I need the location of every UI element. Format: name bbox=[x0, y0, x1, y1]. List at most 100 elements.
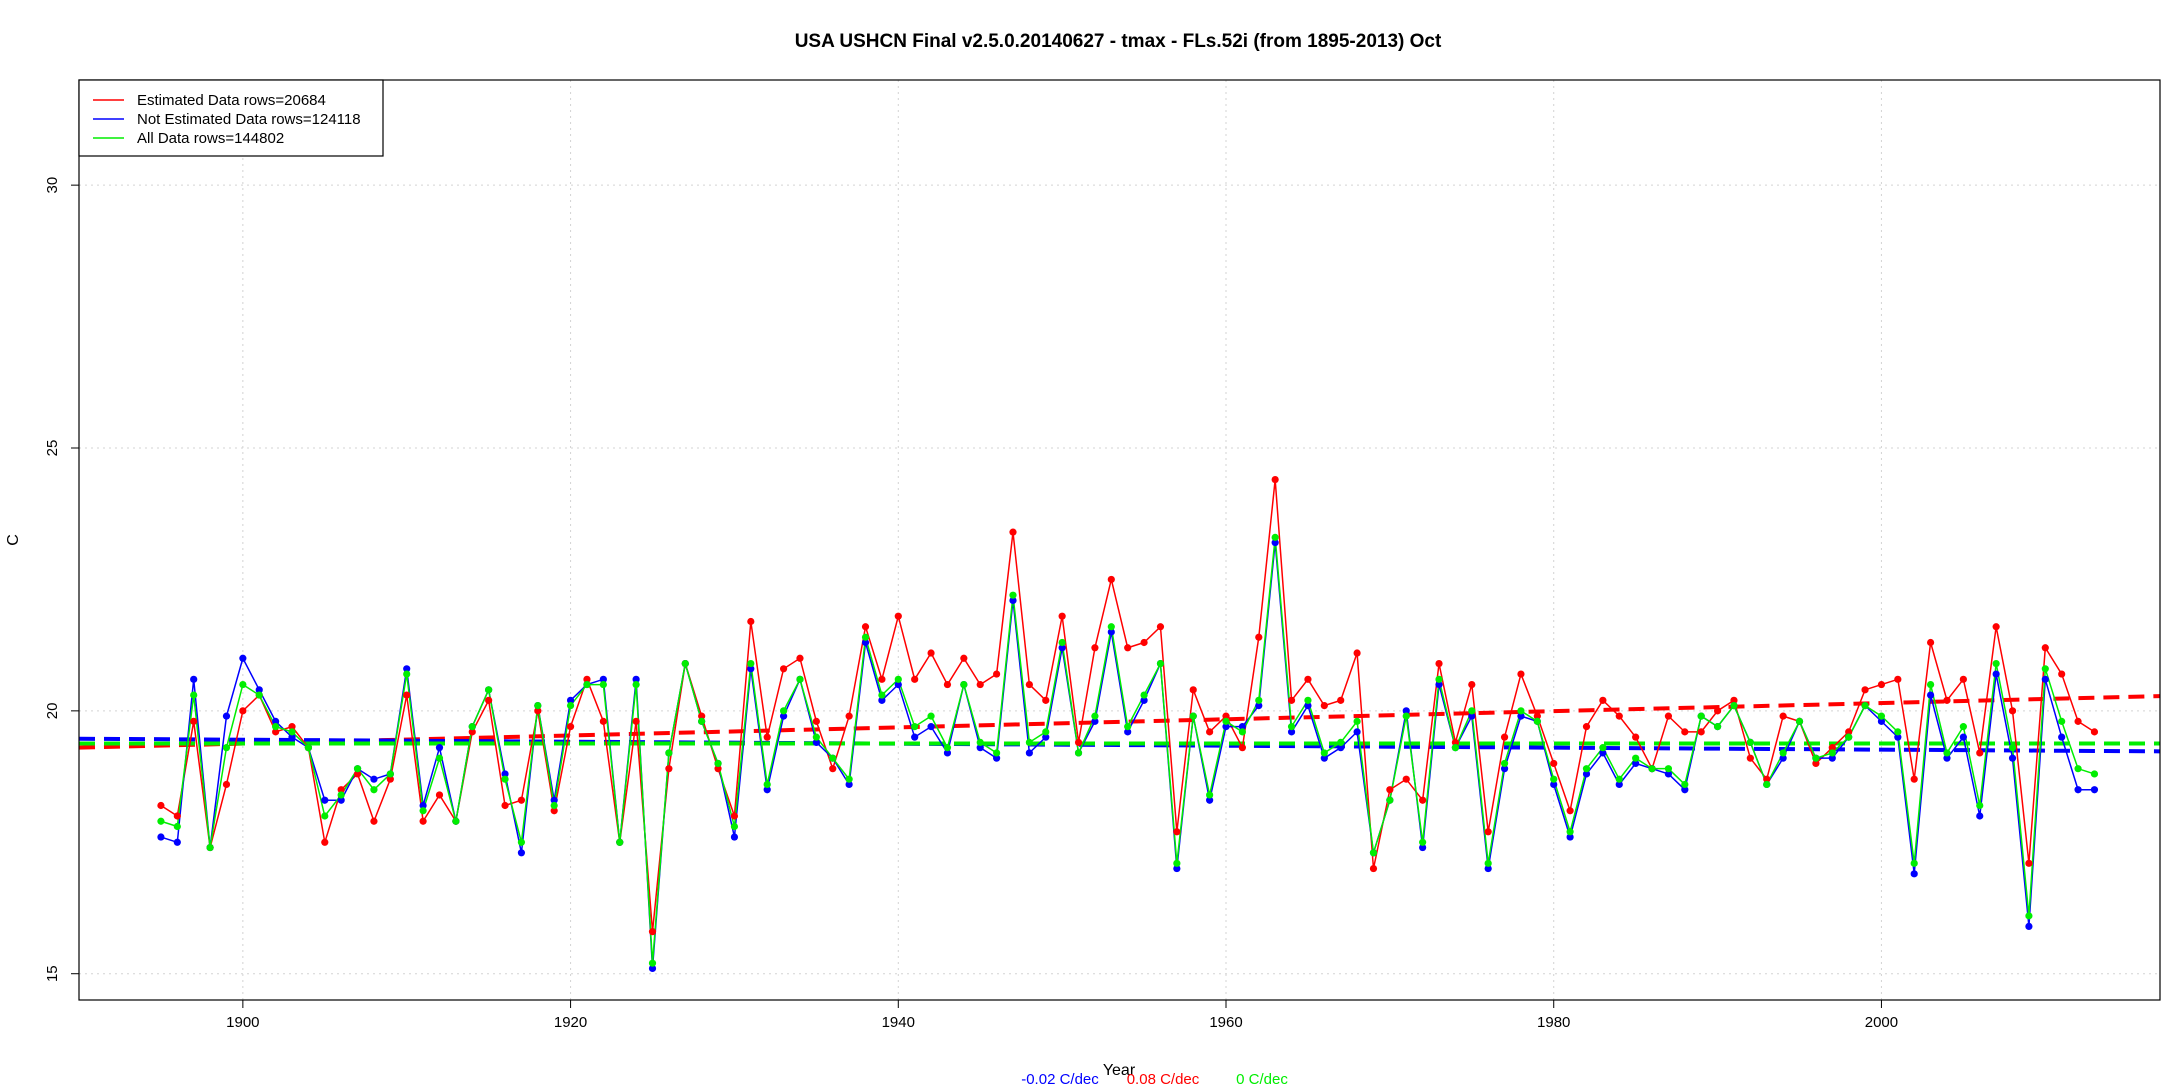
data-point bbox=[976, 738, 984, 747]
data-point bbox=[976, 744, 984, 752]
data-point bbox=[1566, 833, 1574, 841]
data-point bbox=[288, 733, 296, 741]
data-point bbox=[829, 765, 837, 773]
data-point bbox=[501, 770, 509, 778]
data-point bbox=[1124, 728, 1132, 736]
data-point bbox=[1894, 728, 1902, 736]
data-point bbox=[1222, 723, 1230, 731]
data-point bbox=[1484, 859, 1492, 867]
x-tick-label: 1980 bbox=[1537, 1014, 1570, 1031]
data-point bbox=[550, 801, 558, 810]
data-point bbox=[1566, 807, 1574, 815]
trend-label: 0.08 C/dec bbox=[1127, 1071, 1200, 1087]
data-point bbox=[1419, 838, 1427, 846]
data-point bbox=[1599, 696, 1607, 704]
data-point bbox=[157, 817, 165, 825]
data-point bbox=[1337, 738, 1345, 747]
data-point bbox=[1992, 670, 2000, 678]
data-point bbox=[517, 849, 526, 857]
data-point bbox=[632, 680, 640, 689]
data-point bbox=[1533, 712, 1541, 720]
data-point bbox=[1697, 728, 1705, 736]
data-point bbox=[1468, 712, 1476, 720]
data-point bbox=[1484, 864, 1492, 873]
data-point bbox=[861, 638, 870, 647]
data-point bbox=[1500, 733, 1509, 741]
data-point bbox=[1107, 575, 1115, 584]
data-point bbox=[1713, 723, 1722, 731]
data-point bbox=[2041, 644, 2049, 652]
data-point bbox=[1320, 749, 1328, 757]
data-point bbox=[747, 665, 755, 673]
data-point bbox=[2025, 912, 2033, 920]
data-point bbox=[730, 812, 739, 820]
data-point bbox=[1173, 864, 1181, 873]
data-point bbox=[1828, 749, 1836, 757]
data-point bbox=[190, 675, 198, 683]
data-point bbox=[272, 728, 280, 736]
data-point bbox=[534, 702, 542, 710]
data-point bbox=[648, 959, 657, 967]
data-point bbox=[2025, 859, 2033, 867]
data-point bbox=[1353, 717, 1361, 725]
data-point bbox=[255, 686, 263, 694]
data-point bbox=[190, 691, 198, 699]
data-point bbox=[648, 964, 657, 973]
data-point bbox=[1976, 801, 1984, 810]
data-point bbox=[1812, 759, 1820, 768]
data-point bbox=[157, 833, 165, 841]
data-point bbox=[1730, 702, 1738, 710]
data-point bbox=[632, 675, 640, 683]
data-point bbox=[272, 717, 280, 725]
data-point bbox=[1599, 744, 1607, 752]
data-point bbox=[1484, 828, 1492, 836]
trend-line bbox=[78, 694, 2161, 750]
data-point bbox=[763, 786, 771, 794]
data-point bbox=[1156, 659, 1165, 668]
data-point bbox=[239, 680, 247, 689]
data-point bbox=[435, 744, 444, 752]
data-point bbox=[353, 770, 362, 778]
data-point bbox=[517, 838, 526, 846]
data-point bbox=[2008, 707, 2017, 715]
data-point bbox=[1664, 765, 1673, 773]
data-point bbox=[599, 680, 607, 689]
data-point bbox=[796, 675, 804, 683]
trend-label: 0 C/dec bbox=[1236, 1071, 1288, 1087]
data-point bbox=[911, 675, 919, 683]
data-point bbox=[1435, 675, 1443, 683]
data-point bbox=[1517, 712, 1525, 720]
data-point bbox=[1091, 717, 1099, 725]
data-point bbox=[1959, 723, 1967, 731]
data-point bbox=[190, 717, 198, 725]
data-point bbox=[1058, 638, 1066, 647]
data-point bbox=[1615, 775, 1623, 783]
data-point bbox=[665, 749, 673, 757]
data-point bbox=[927, 712, 935, 720]
data-point bbox=[1861, 702, 1869, 710]
data-point bbox=[960, 654, 968, 662]
data-point bbox=[1730, 696, 1738, 704]
x-axis: 1900 1920 1940 1960 1980 2000 bbox=[226, 1000, 1898, 1031]
data-point bbox=[894, 680, 902, 689]
y-axis-label: C bbox=[5, 534, 22, 546]
data-point bbox=[779, 707, 788, 715]
data-point bbox=[2041, 675, 2049, 683]
data-point bbox=[1173, 859, 1181, 867]
data-point bbox=[239, 654, 247, 662]
data-point bbox=[1943, 696, 1951, 704]
data-point bbox=[1271, 533, 1279, 541]
data-point bbox=[1009, 596, 1017, 605]
data-point bbox=[1664, 712, 1673, 720]
trend-labels: -0.02 C/dec 0.08 C/dec 0 C/dec bbox=[1021, 1071, 1288, 1087]
data-point bbox=[419, 807, 427, 815]
data-point bbox=[1910, 859, 1918, 867]
data-point bbox=[2008, 744, 2017, 752]
data-point bbox=[779, 712, 788, 720]
data-point bbox=[943, 749, 952, 757]
data-point bbox=[1632, 733, 1640, 741]
data-point bbox=[943, 680, 952, 689]
data-point bbox=[878, 691, 886, 699]
trend-label: -0.02 C/dec bbox=[1021, 1071, 1099, 1087]
data-point bbox=[288, 728, 296, 736]
